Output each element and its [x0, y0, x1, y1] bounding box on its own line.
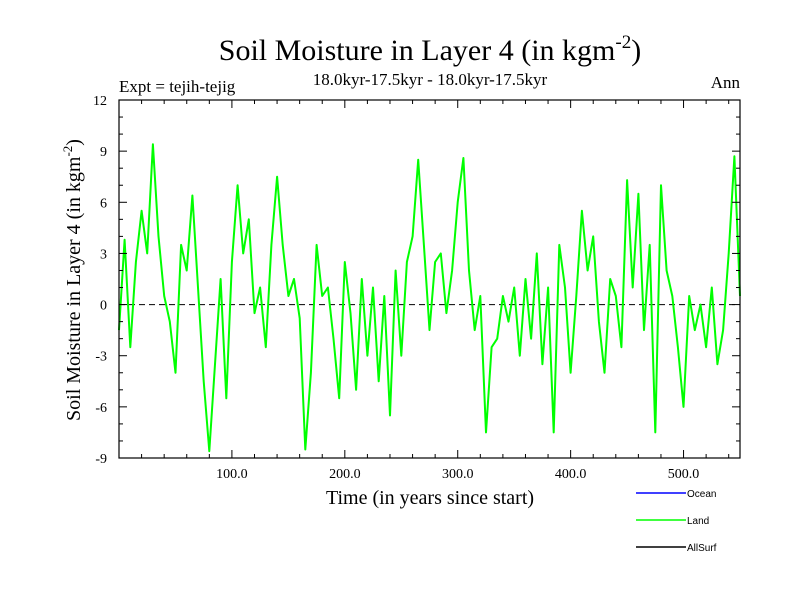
- series-line-land: [118, 143, 741, 453]
- y-axis-label-sup: -2: [60, 146, 75, 157]
- chart-subtitle: 18.0kyr-17.5kyr - 18.0kyr-17.5kyr: [313, 70, 548, 89]
- x-tick-label: 100.0: [216, 467, 248, 482]
- y-tick-label: -3: [95, 350, 107, 365]
- x-tick-label: 400.0: [555, 467, 587, 482]
- legend-label-allsurf: AllSurf: [687, 543, 717, 554]
- y-tick-label: -9: [95, 452, 107, 467]
- y-tick-label: 9: [100, 145, 107, 160]
- chart-title-sup: -2: [615, 32, 631, 53]
- x-tick-label: 500.0: [668, 467, 700, 482]
- season-label: Ann: [711, 73, 741, 92]
- y-tick-label: -6: [95, 401, 107, 416]
- y-tick-label: 12: [93, 94, 107, 109]
- x-tick-label: 200.0: [329, 467, 361, 482]
- x-axis-label: Time (in years since start): [326, 487, 534, 509]
- chart-title-main: Soil Moisture in Layer 4 (in kgm: [219, 34, 616, 67]
- chart-title-close: ): [631, 34, 641, 67]
- y-axis-label: Soil Moisture in Layer 4 (in kgm-2): [60, 139, 85, 421]
- legend-label-land: Land: [687, 516, 709, 527]
- y-tick-label: 6: [100, 196, 107, 211]
- y-axis-label-close: ): [63, 139, 85, 146]
- expt-label: Expt = tejih-tejig: [119, 77, 236, 96]
- plot-frame: [118, 99, 741, 459]
- y-axis-label-main: Soil Moisture in Layer 4 (in kgm: [63, 156, 85, 421]
- y-tick-label: 3: [100, 247, 107, 262]
- x-tick-label: 300.0: [442, 467, 474, 482]
- chart-title: Soil Moisture in Layer 4 (in kgm-2): [219, 32, 641, 67]
- legend-label-ocean: Ocean: [687, 489, 716, 500]
- y-tick-label: 0: [100, 299, 107, 314]
